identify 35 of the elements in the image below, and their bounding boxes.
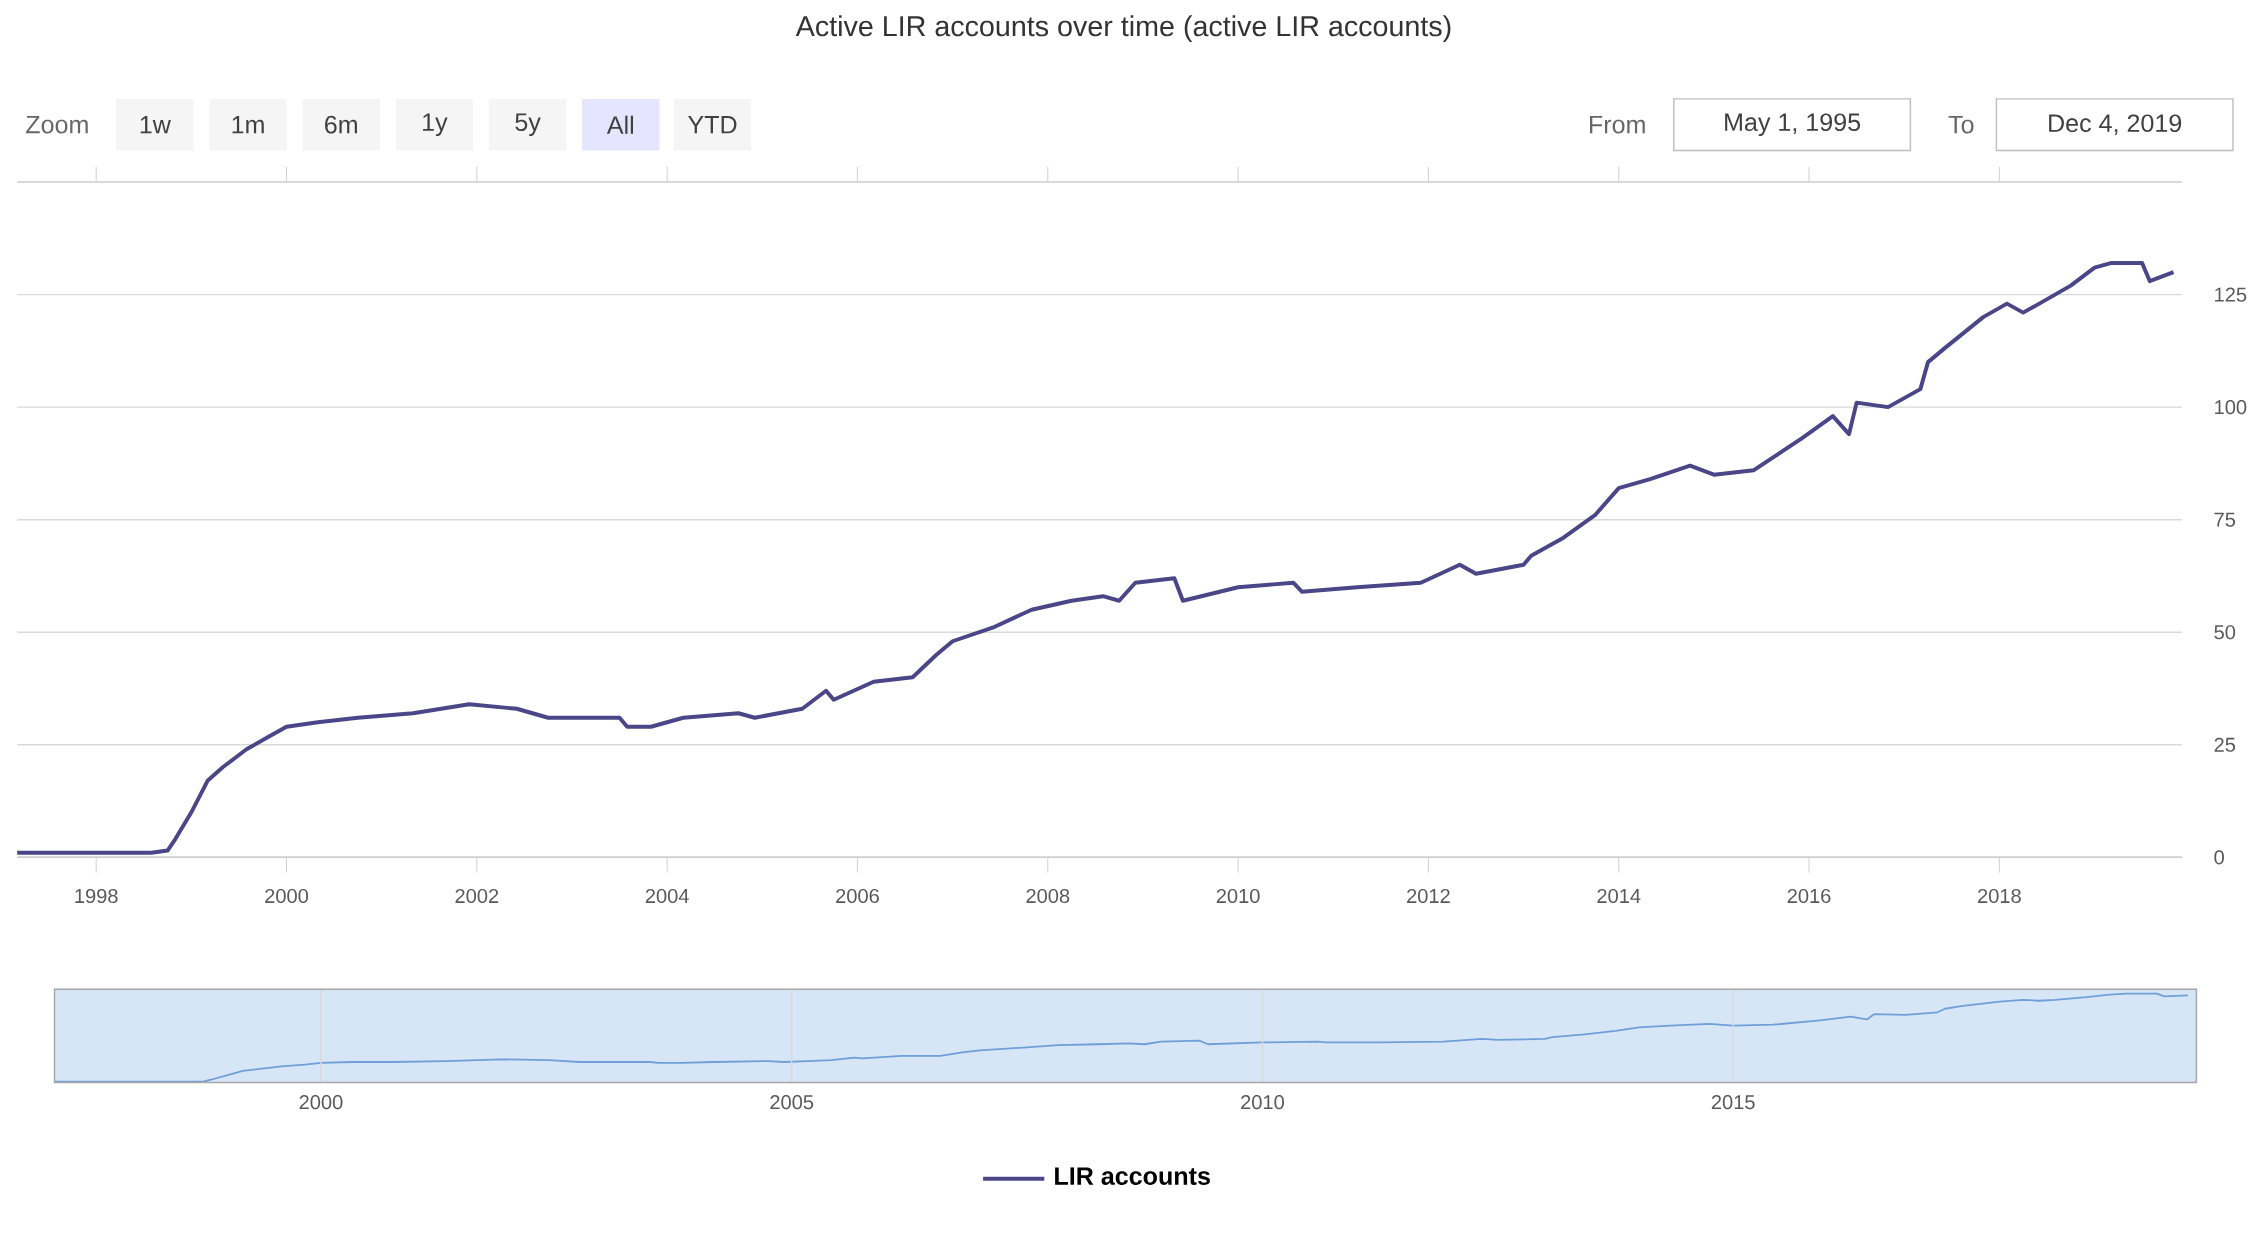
text: All <box>606 115 634 134</box>
text: 1y <box>423 113 448 137</box>
y-tick-label: 0 <box>2214 850 2224 865</box>
text: YTD <box>688 116 737 134</box>
text: Zoom <box>26 116 88 134</box>
x-tick-label: 2008 <box>1026 888 1070 904</box>
y-tick-label: 100 <box>2215 400 2247 415</box>
text: To <box>1948 116 1974 134</box>
x-tick-label: 2000 <box>265 888 309 904</box>
x-tick-label: 2014 <box>1597 888 1641 904</box>
x-tick-label: 2016 <box>1787 888 1831 904</box>
x-tick-label: 2005 <box>770 1095 814 1110</box>
text: 5y <box>515 113 541 137</box>
text: 6m <box>325 115 357 134</box>
x-tick-label: 2012 <box>1407 888 1450 904</box>
x-tick-label: 2000 <box>299 1095 343 1110</box>
x-tick-label: 2010 <box>1216 888 1260 904</box>
x-tick-label: 2006 <box>836 888 879 904</box>
x-tick-label: 2010 <box>1241 1095 1284 1110</box>
text: Dec 4, 2019 <box>2049 114 2182 136</box>
x-tick-label: 2015 <box>1711 1095 1755 1110</box>
legend-label: LIR accounts <box>1055 1167 1210 1186</box>
x-tick-label: 2002 <box>455 888 499 904</box>
text: 1w <box>140 116 171 134</box>
text: 1m <box>232 116 264 134</box>
x-tick-label: 2018 <box>1978 888 2021 904</box>
y-tick-label: 50 <box>2214 625 2236 640</box>
y-tick-label: 25 <box>2214 737 2236 752</box>
x-tick-label: 1998 <box>75 888 118 904</box>
y-tick-label: 125 <box>2215 287 2247 302</box>
text: May 1, 1995 <box>1725 113 1861 137</box>
text: From <box>1590 116 1645 134</box>
chart-title: Active LIR accounts over time (active LIR accounts) <box>795 15 1451 43</box>
y-tick-label: 75 <box>2214 512 2236 527</box>
x-tick-label: 2004 <box>645 888 689 904</box>
